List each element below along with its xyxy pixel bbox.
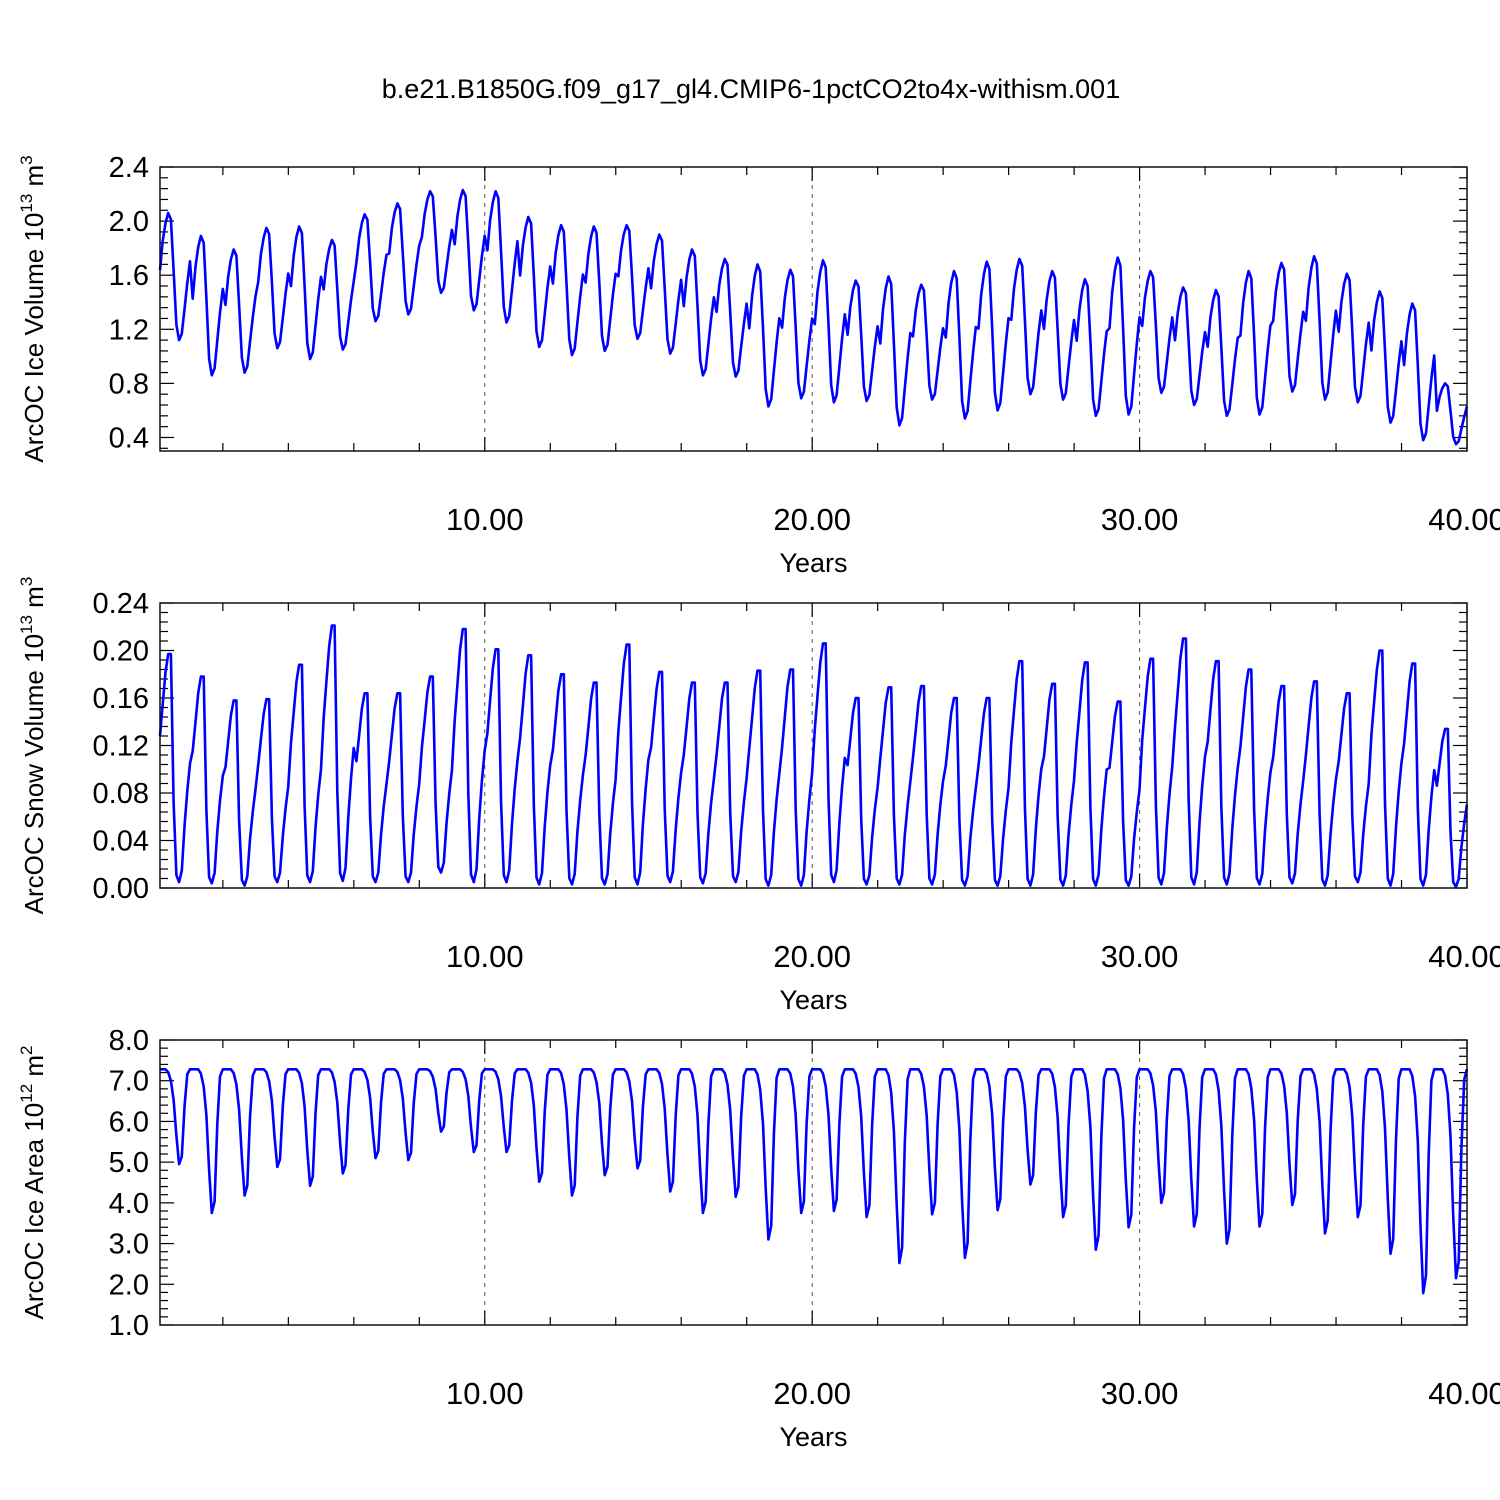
plot-frame <box>159 166 1468 452</box>
x-tick-label: 40.00 <box>1428 939 1500 974</box>
chart-title: b.e21.B1850G.f09_g17_gl4.CMIP6-1pctCO2to… <box>382 74 1120 104</box>
y-tick-label: 2.0 <box>109 1269 149 1301</box>
y-tick-label: 0.04 <box>93 826 149 858</box>
y-tick-label: 1.2 <box>109 314 149 346</box>
x-tick-label: 10.00 <box>446 939 524 974</box>
y-axis-label-unit: m <box>19 165 49 194</box>
y-tick-label: 3.0 <box>109 1229 149 1261</box>
y-tick-label: 1.6 <box>109 260 149 292</box>
x-tick-label: 10.00 <box>446 1376 524 1411</box>
y-axis-label-unit-exponent: 3 <box>17 155 36 164</box>
y-tick-label: 0.20 <box>93 636 149 668</box>
y-axis-label-main: ArcOC Ice Area 10 <box>19 1103 49 1320</box>
y-axis-label-unit-exponent: 2 <box>17 1045 36 1054</box>
y-tick-label: 0.16 <box>93 683 149 715</box>
x-axis-label: Years <box>779 985 847 1015</box>
panel-ice-area: 1.0 2.0 3.0 4.0 5.0 6.0 7.0 8.0 10.00 20.00 30.00 4… <box>17 1025 1500 1452</box>
y-tick-label: 0.08 <box>93 778 149 810</box>
y-tick-label: 0.00 <box>93 873 149 905</box>
y-tick-label: 1.0 <box>109 1310 149 1342</box>
y-tick-label: 4.0 <box>109 1188 149 1220</box>
y-axis-label: ArcOC Snow Volume 1013 m3 <box>17 577 49 915</box>
x-tick-label: 40.00 <box>1428 1376 1500 1411</box>
data-line <box>158 188 1469 446</box>
y-axis-label-exponent: 13 <box>17 615 36 634</box>
x-axis-label: Years <box>779 548 847 578</box>
data-line <box>160 1068 1469 1295</box>
y-axis-label-unit: m <box>19 586 49 615</box>
y-axis-label: ArcOC Ice Volume 1013 m3 <box>17 155 49 462</box>
y-tick-label: 6.0 <box>109 1106 149 1138</box>
x-tick-label: 10.00 <box>446 502 524 537</box>
plot-frame <box>159 1039 1468 1326</box>
x-tick-label: 30.00 <box>1101 939 1179 974</box>
x-tick-label: 20.00 <box>773 1376 851 1411</box>
panel-snow-volume: 0.00 0.04 0.08 0.12 0.16 0.20 0.24 10.00 20.00 30… <box>17 577 1500 1015</box>
y-tick-label: 2.0 <box>109 206 149 238</box>
y-axis-label-main: ArcOC Snow Volume 10 <box>19 634 49 914</box>
x-tick-label: 20.00 <box>773 939 851 974</box>
y-tick-label: 8.0 <box>109 1025 149 1057</box>
y-tick-label: 0.12 <box>93 731 149 763</box>
y-axis-label: ArcOC Ice Area 1012 m2 <box>17 1045 49 1319</box>
y-axis-label-exponent: 13 <box>17 194 36 213</box>
y-tick-label: 0.8 <box>109 368 149 400</box>
y-tick-label: 7.0 <box>109 1066 149 1098</box>
x-tick-label: 30.00 <box>1101 1376 1179 1411</box>
y-axis-label-unit: m <box>19 1055 49 1084</box>
panel-ice-volume: 0.4 0.8 1.2 1.6 2.0 2.4 10.00 20.00 30.00 40.00 Ye… <box>17 152 1500 578</box>
x-tick-label: 20.00 <box>773 502 851 537</box>
y-tick-label: 5.0 <box>109 1147 149 1179</box>
x-axis-label: Years <box>779 1422 847 1452</box>
y-tick-label: 0.24 <box>93 588 149 620</box>
y-tick-label: 0.4 <box>109 422 149 454</box>
y-axis-label-main: ArcOC Ice Volume 10 <box>19 213 49 463</box>
plot-frame <box>159 602 1468 889</box>
y-tick-label: 2.4 <box>109 152 149 184</box>
data-line <box>158 624 1469 889</box>
x-tick-label: 30.00 <box>1101 502 1179 537</box>
y-axis-label-exponent: 12 <box>17 1084 36 1103</box>
y-axis-label-unit-exponent: 3 <box>17 577 36 586</box>
x-tick-label: 40.00 <box>1428 502 1500 537</box>
